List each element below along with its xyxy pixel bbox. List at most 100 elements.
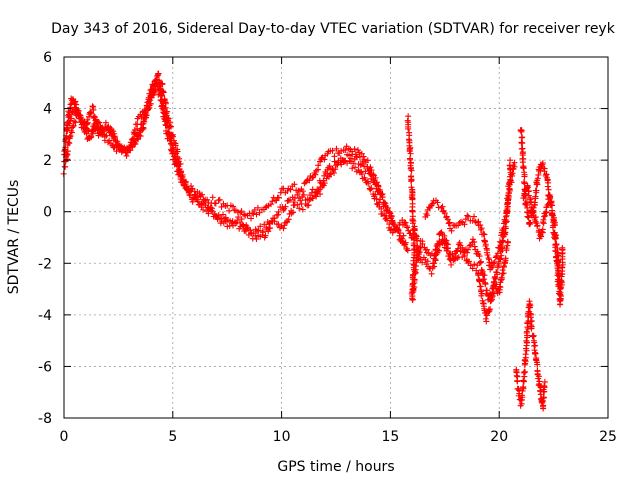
data-point (494, 250, 501, 257)
data-point (361, 163, 368, 170)
x-tick-label: 10 (273, 429, 291, 445)
data-point (500, 264, 507, 271)
data-point (415, 247, 422, 254)
data-point (497, 242, 504, 249)
data-point (532, 195, 539, 202)
data-point (436, 247, 443, 254)
data-point (275, 221, 282, 228)
data-point (171, 151, 178, 158)
data-point (372, 191, 379, 198)
data-point (238, 216, 245, 223)
data-point (500, 270, 507, 277)
data-point (305, 202, 312, 209)
data-point (162, 100, 169, 107)
data-point (259, 229, 266, 236)
data-point (397, 230, 404, 237)
data-point (67, 133, 74, 140)
data-point (247, 227, 254, 234)
data-point (353, 154, 360, 161)
data-point (390, 220, 397, 227)
x-axis-label: GPS time / hours (277, 459, 394, 475)
data-point (193, 194, 200, 201)
data-point (388, 212, 395, 219)
data-point (129, 143, 136, 150)
data-point (536, 227, 543, 234)
data-point (557, 293, 564, 300)
data-point (518, 128, 525, 135)
data-point (540, 398, 547, 405)
data-point (235, 214, 242, 221)
data-point (219, 211, 226, 218)
data-point (110, 128, 117, 135)
data-point (505, 197, 512, 204)
data-point (478, 225, 485, 232)
data-point (94, 118, 101, 125)
data-point (434, 199, 441, 206)
data-point (515, 386, 522, 393)
data-point (423, 210, 430, 217)
data-point (89, 103, 96, 110)
data-point (216, 196, 223, 203)
data-point (391, 223, 398, 230)
data-point (111, 133, 118, 140)
data-point (229, 203, 236, 210)
data-point (382, 200, 389, 207)
data-point (329, 147, 336, 154)
data-point (251, 206, 258, 213)
data-point (482, 280, 489, 287)
data-point (520, 377, 527, 384)
data-point (141, 111, 148, 118)
data-point (222, 218, 229, 225)
data-point (255, 227, 262, 234)
data-point (96, 119, 103, 126)
data-point (282, 203, 289, 210)
data-point (448, 227, 455, 234)
data-point (552, 234, 559, 241)
data-point (372, 181, 379, 188)
data-point (518, 139, 525, 146)
y-tick-label: -6 (38, 359, 52, 375)
data-point (64, 148, 71, 155)
data-point (528, 198, 535, 205)
data-point (474, 262, 481, 269)
data-point (408, 167, 415, 174)
data-point (555, 259, 562, 266)
data-point (241, 211, 248, 218)
data-point (70, 122, 77, 129)
data-point (441, 232, 448, 239)
data-point (179, 171, 186, 178)
data-point (197, 193, 204, 200)
data-point (72, 119, 79, 126)
data-point (505, 194, 512, 201)
data-point (123, 152, 130, 159)
data-point (493, 253, 500, 260)
data-point (488, 297, 495, 304)
data-point (520, 383, 527, 390)
data-point (394, 225, 401, 232)
data-point (428, 201, 435, 208)
x-tick-label: 15 (381, 429, 399, 445)
data-point (475, 270, 482, 277)
data-point (95, 125, 102, 132)
data-point (244, 224, 251, 231)
data-point (204, 196, 211, 203)
data-point (496, 238, 503, 245)
data-point (127, 147, 134, 154)
data-point (317, 191, 324, 198)
data-point (91, 121, 98, 128)
data-point (226, 207, 233, 214)
data-point (471, 213, 478, 220)
data-point (461, 221, 468, 228)
data-point (559, 256, 566, 263)
data-point (523, 328, 530, 335)
data-point (484, 251, 491, 258)
data-point (407, 156, 414, 163)
data-point (356, 149, 363, 156)
series-track-5 (411, 223, 511, 325)
data-point (542, 208, 549, 215)
data-point (478, 290, 485, 297)
data-point (528, 317, 535, 324)
data-point (177, 160, 184, 167)
data-point (378, 205, 385, 212)
data-point (441, 210, 448, 217)
